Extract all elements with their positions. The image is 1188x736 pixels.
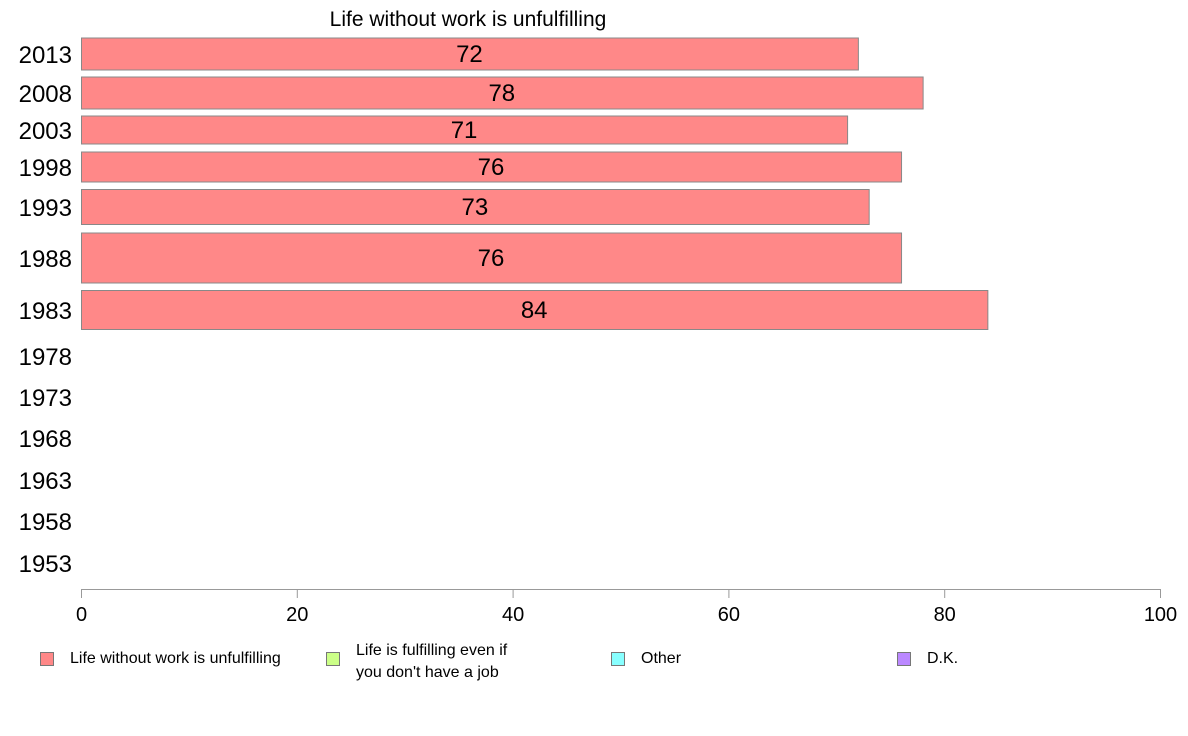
legend: Life without work is unfulfilling Life i…: [0, 640, 1188, 690]
legend-label-unfulfilling: Life without work is unfulfilling: [70, 650, 281, 667]
y-tick-label-1968: 1968: [19, 426, 72, 453]
bar-value-label-1998: 76: [478, 154, 505, 181]
legend-swatch-unfulfilling: [40, 652, 54, 666]
bar-2013: [81, 37, 859, 71]
legend-swatch-dk: [897, 652, 911, 666]
legend-item-unfulfilling: Life without work is unfulfilling: [40, 640, 281, 670]
bar-1993: [81, 189, 870, 225]
y-tick-label-1953: 1953: [19, 551, 72, 578]
legend-swatch-fulfilling: [326, 652, 340, 666]
bar-chart: Life without work is unfulfilling 201320…: [19, 8, 1178, 626]
y-tick-label-2008: 2008: [19, 81, 72, 108]
x-axis: 0 20 40 60 80 100: [76, 589, 1177, 626]
y-tick-label-1978: 1978: [19, 344, 72, 371]
bar-2003: [81, 115, 849, 145]
bar-value-label-1988: 76: [478, 245, 505, 272]
bar-1988: [81, 232, 903, 284]
y-tick-label-2013: 2013: [19, 42, 72, 69]
bar-2008: [81, 76, 924, 110]
legend-label-fulfilling: Life is fulfilling even if you don't hav…: [356, 642, 508, 681]
legend-item-fulfilling: Life is fulfilling even if you don't hav…: [326, 640, 507, 684]
x-tick-label-20: 20: [286, 604, 308, 626]
x-tick-label-0: 0: [76, 604, 87, 626]
legend-label-dk: D.K.: [927, 650, 959, 667]
x-tick-label-80: 80: [934, 604, 956, 626]
y-tick-label-1958: 1958: [19, 509, 72, 536]
x-tick-label-100: 100: [1144, 604, 1177, 626]
y-axis-labels: 2013 2008 2003 1998 1993 1988 1983 1978 1973 1968…: [19, 42, 72, 578]
legend-item-dk: D.K.: [897, 640, 958, 670]
y-tick-label-2003: 2003: [19, 118, 72, 145]
y-tick-label-1998: 1998: [19, 155, 72, 182]
y-tick-label-1963: 1963: [19, 468, 72, 495]
legend-label-other: Other: [641, 650, 682, 667]
x-tick-label-40: 40: [502, 604, 524, 626]
chart-title: Life without work is unfulfilling: [330, 8, 607, 31]
x-tick-label-60: 60: [718, 604, 740, 626]
bars: [81, 37, 989, 330]
bar-value-label-1993: 73: [461, 194, 488, 221]
legend-item-other: Other: [611, 640, 681, 670]
y-tick-label-1988: 1988: [19, 246, 72, 273]
bar-value-label-2008: 78: [488, 80, 515, 107]
bar-value-label-2003: 71: [451, 117, 478, 144]
bar-value-label-2013: 72: [456, 41, 483, 68]
y-tick-label-1983: 1983: [19, 298, 72, 325]
bar-1998: [81, 151, 903, 183]
y-tick-label-1993: 1993: [19, 195, 72, 222]
y-tick-label-1973: 1973: [19, 385, 72, 412]
legend-swatch-other: [611, 652, 625, 666]
bar-1983: [81, 290, 989, 330]
bar-value-label-1983: 84: [521, 297, 548, 324]
